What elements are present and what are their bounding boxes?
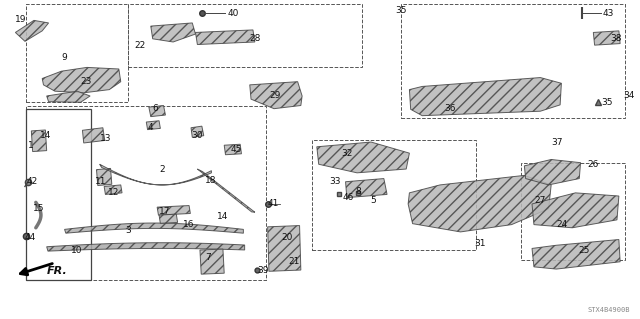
Text: 34: 34 <box>623 92 635 100</box>
Polygon shape <box>195 30 255 45</box>
Polygon shape <box>197 169 255 212</box>
Polygon shape <box>31 130 47 152</box>
Polygon shape <box>250 82 302 109</box>
Polygon shape <box>346 179 387 197</box>
Text: 15: 15 <box>33 204 44 213</box>
Polygon shape <box>15 20 49 41</box>
Text: 36: 36 <box>445 104 456 113</box>
Text: 13: 13 <box>100 134 111 143</box>
Bar <box>521 163 625 260</box>
Polygon shape <box>47 91 90 102</box>
Bar <box>26 4 129 102</box>
Polygon shape <box>149 106 166 117</box>
Text: 28: 28 <box>250 34 261 43</box>
Text: 41: 41 <box>268 199 279 208</box>
Text: 20: 20 <box>282 233 293 242</box>
Bar <box>26 109 92 280</box>
Polygon shape <box>410 78 561 116</box>
Text: 14: 14 <box>216 212 228 221</box>
Bar <box>26 106 266 280</box>
Polygon shape <box>83 128 105 143</box>
Text: 40: 40 <box>227 9 239 18</box>
Text: 29: 29 <box>269 92 280 100</box>
Text: 14: 14 <box>40 131 52 140</box>
Text: 22: 22 <box>135 41 146 50</box>
Polygon shape <box>268 226 301 271</box>
Polygon shape <box>532 240 620 269</box>
Text: 25: 25 <box>579 246 590 255</box>
Text: STX4B4900B: STX4B4900B <box>588 307 630 313</box>
Polygon shape <box>97 168 112 186</box>
Polygon shape <box>100 164 211 185</box>
Bar <box>312 140 476 250</box>
Text: 8: 8 <box>355 187 361 196</box>
Text: 4: 4 <box>148 123 153 132</box>
Text: 27: 27 <box>534 196 545 205</box>
Text: 24: 24 <box>556 220 568 229</box>
Polygon shape <box>532 193 619 228</box>
Polygon shape <box>159 214 177 223</box>
Text: 1: 1 <box>28 141 33 150</box>
Polygon shape <box>408 175 551 232</box>
Polygon shape <box>224 144 241 155</box>
Text: 35: 35 <box>396 6 407 15</box>
Bar <box>129 4 362 67</box>
Text: 37: 37 <box>551 137 563 146</box>
Text: 26: 26 <box>587 160 598 169</box>
Text: FR.: FR. <box>47 266 67 276</box>
Text: 12: 12 <box>108 188 119 197</box>
Polygon shape <box>317 142 410 173</box>
Text: 7: 7 <box>205 254 211 263</box>
Text: 10: 10 <box>71 246 83 255</box>
Text: 16: 16 <box>182 220 194 229</box>
Polygon shape <box>65 223 243 233</box>
Text: 31: 31 <box>474 239 486 248</box>
Text: 5: 5 <box>370 196 376 205</box>
Polygon shape <box>147 121 161 130</box>
Text: 23: 23 <box>81 77 92 86</box>
Text: 18: 18 <box>205 176 216 185</box>
Polygon shape <box>47 243 244 251</box>
Text: 9: 9 <box>61 53 67 62</box>
Text: 19: 19 <box>15 15 26 24</box>
Polygon shape <box>104 185 122 195</box>
Polygon shape <box>42 67 121 93</box>
Polygon shape <box>151 23 195 42</box>
Text: 32: 32 <box>341 149 353 158</box>
Text: 33: 33 <box>330 177 341 186</box>
Polygon shape <box>200 249 224 274</box>
Text: 17: 17 <box>159 207 171 216</box>
Text: 38: 38 <box>611 34 622 43</box>
Bar <box>401 4 625 118</box>
Text: 6: 6 <box>153 104 159 113</box>
Text: 39: 39 <box>257 265 269 275</box>
Polygon shape <box>157 205 190 215</box>
Text: 30: 30 <box>191 131 202 140</box>
Polygon shape <box>524 160 580 185</box>
Text: 42: 42 <box>26 177 38 186</box>
Polygon shape <box>593 31 620 45</box>
Text: 21: 21 <box>288 257 300 266</box>
Text: 46: 46 <box>342 193 354 202</box>
Text: 45: 45 <box>230 145 242 154</box>
Text: 2: 2 <box>159 165 164 174</box>
Text: 11: 11 <box>95 177 107 186</box>
Text: 35: 35 <box>601 98 612 107</box>
Text: 3: 3 <box>125 226 131 235</box>
Polygon shape <box>191 126 204 137</box>
Text: 43: 43 <box>602 9 614 18</box>
Text: 44: 44 <box>25 233 36 242</box>
